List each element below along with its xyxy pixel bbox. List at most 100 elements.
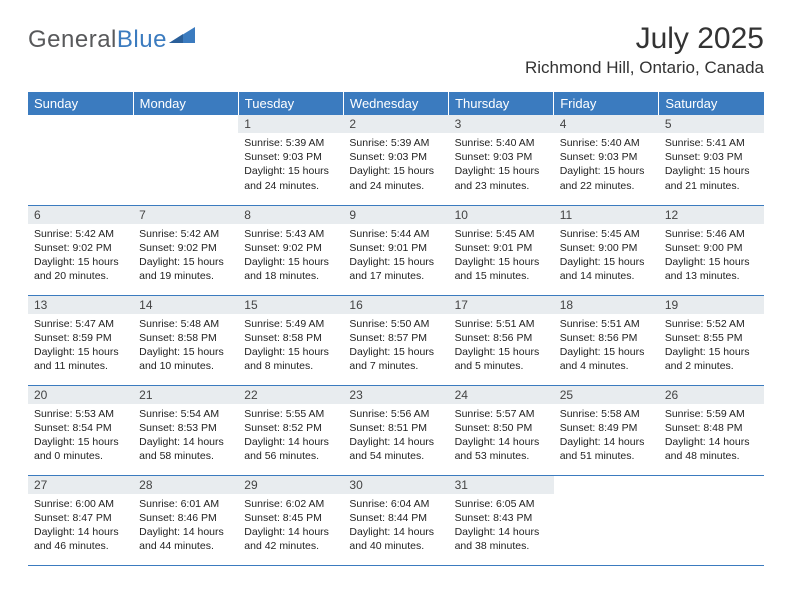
calendar-day-cell: 9Sunrise: 5:44 AMSunset: 9:01 PMDaylight… (343, 205, 448, 295)
daylight-text: Daylight: 14 hours (455, 435, 548, 449)
sunrise-text: Sunrise: 5:49 AM (244, 317, 337, 331)
sunset-text: Sunset: 9:03 PM (244, 150, 337, 164)
daylight-text: and 5 minutes. (455, 359, 548, 373)
sunset-text: Sunset: 8:44 PM (349, 511, 442, 525)
daylight-text: and 54 minutes. (349, 449, 442, 463)
sunset-text: Sunset: 8:56 PM (455, 331, 548, 345)
logo-triangle-icon (169, 27, 195, 50)
day-details: Sunrise: 5:45 AMSunset: 9:00 PMDaylight:… (554, 224, 659, 287)
daylight-text: and 51 minutes. (560, 449, 653, 463)
month-title: July 2025 (525, 22, 764, 56)
calendar-week-row: 13Sunrise: 5:47 AMSunset: 8:59 PMDayligh… (28, 295, 764, 385)
day-details: Sunrise: 5:56 AMSunset: 8:51 PMDaylight:… (343, 404, 448, 467)
day-number: 11 (554, 206, 659, 224)
calendar-day-cell: 10Sunrise: 5:45 AMSunset: 9:01 PMDayligh… (449, 205, 554, 295)
daylight-text: and 20 minutes. (34, 269, 127, 283)
day-details: Sunrise: 5:45 AMSunset: 9:01 PMDaylight:… (449, 224, 554, 287)
sunrise-text: Sunrise: 5:41 AM (665, 136, 758, 150)
daylight-text: and 56 minutes. (244, 449, 337, 463)
calendar-day-cell: 26Sunrise: 5:59 AMSunset: 8:48 PMDayligh… (659, 385, 764, 475)
day-number: 27 (28, 476, 133, 494)
day-details: Sunrise: 5:54 AMSunset: 8:53 PMDaylight:… (133, 404, 238, 467)
day-details: Sunrise: 6:00 AMSunset: 8:47 PMDaylight:… (28, 494, 133, 557)
sunset-text: Sunset: 8:49 PM (560, 421, 653, 435)
day-number: 23 (343, 386, 448, 404)
day-number: 18 (554, 296, 659, 314)
calendar-day-cell: 28Sunrise: 6:01 AMSunset: 8:46 PMDayligh… (133, 475, 238, 565)
daylight-text: Daylight: 14 hours (349, 435, 442, 449)
day-details: Sunrise: 5:40 AMSunset: 9:03 PMDaylight:… (449, 133, 554, 196)
logo-text-blue: Blue (117, 26, 167, 54)
daylight-text: Daylight: 14 hours (349, 525, 442, 539)
logo-text-general: General (28, 26, 117, 54)
calendar-day-cell: 31Sunrise: 6:05 AMSunset: 8:43 PMDayligh… (449, 475, 554, 565)
sunrise-text: Sunrise: 5:53 AM (34, 407, 127, 421)
sunrise-text: Sunrise: 5:43 AM (244, 227, 337, 241)
calendar-day-cell: 3Sunrise: 5:40 AMSunset: 9:03 PMDaylight… (449, 115, 554, 205)
calendar-day-cell (28, 115, 133, 205)
day-number: 9 (343, 206, 448, 224)
day-number: 6 (28, 206, 133, 224)
daylight-text: and 58 minutes. (139, 449, 232, 463)
daylight-text: Daylight: 15 hours (139, 255, 232, 269)
calendar-table: SundayMondayTuesdayWednesdayThursdayFrid… (28, 92, 764, 566)
day-number: 28 (133, 476, 238, 494)
daylight-text: Daylight: 15 hours (244, 164, 337, 178)
sunset-text: Sunset: 9:03 PM (665, 150, 758, 164)
sunrise-text: Sunrise: 6:04 AM (349, 497, 442, 511)
daylight-text: and 10 minutes. (139, 359, 232, 373)
sunrise-text: Sunrise: 5:42 AM (34, 227, 127, 241)
weekday-header: Monday (133, 92, 238, 115)
sunset-text: Sunset: 8:50 PM (455, 421, 548, 435)
daylight-text: and 17 minutes. (349, 269, 442, 283)
day-number: 7 (133, 206, 238, 224)
daylight-text: Daylight: 15 hours (665, 164, 758, 178)
calendar-day-cell: 13Sunrise: 5:47 AMSunset: 8:59 PMDayligh… (28, 295, 133, 385)
daylight-text: and 11 minutes. (34, 359, 127, 373)
calendar-day-cell: 19Sunrise: 5:52 AMSunset: 8:55 PMDayligh… (659, 295, 764, 385)
daylight-text: Daylight: 14 hours (665, 435, 758, 449)
day-details: Sunrise: 5:43 AMSunset: 9:02 PMDaylight:… (238, 224, 343, 287)
sunrise-text: Sunrise: 6:02 AM (244, 497, 337, 511)
sunset-text: Sunset: 8:51 PM (349, 421, 442, 435)
sunrise-text: Sunrise: 5:39 AM (349, 136, 442, 150)
day-number: 3 (449, 115, 554, 133)
day-details: Sunrise: 5:55 AMSunset: 8:52 PMDaylight:… (238, 404, 343, 467)
daylight-text: and 48 minutes. (665, 449, 758, 463)
day-number: 29 (238, 476, 343, 494)
calendar-day-cell: 20Sunrise: 5:53 AMSunset: 8:54 PMDayligh… (28, 385, 133, 475)
sunrise-text: Sunrise: 5:50 AM (349, 317, 442, 331)
day-number: 22 (238, 386, 343, 404)
calendar-body: 1Sunrise: 5:39 AMSunset: 9:03 PMDaylight… (28, 115, 764, 565)
daylight-text: and 21 minutes. (665, 179, 758, 193)
sunrise-text: Sunrise: 5:58 AM (560, 407, 653, 421)
sunrise-text: Sunrise: 5:59 AM (665, 407, 758, 421)
weekday-header: Wednesday (343, 92, 448, 115)
sunrise-text: Sunrise: 5:51 AM (560, 317, 653, 331)
sunset-text: Sunset: 8:58 PM (244, 331, 337, 345)
calendar-day-cell (659, 475, 764, 565)
calendar-day-cell: 14Sunrise: 5:48 AMSunset: 8:58 PMDayligh… (133, 295, 238, 385)
calendar-day-cell: 5 Sunrise: 5:41 AMSunset: 9:03 PMDaylight… (659, 115, 764, 205)
day-number: 19 (659, 296, 764, 314)
weekday-header: Tuesday (238, 92, 343, 115)
sunrise-text: Sunrise: 6:05 AM (455, 497, 548, 511)
day-number: 5 (659, 115, 764, 133)
day-details: Sunrise: 5:52 AMSunset: 8:55 PMDaylight:… (659, 314, 764, 377)
calendar-day-cell: 17Sunrise: 5:51 AMSunset: 8:56 PMDayligh… (449, 295, 554, 385)
day-details: Sunrise: 5:47 AMSunset: 8:59 PMDaylight:… (28, 314, 133, 377)
sunrise-text: Sunrise: 5:42 AM (139, 227, 232, 241)
day-details: Sunrise: 5:46 AMSunset: 9:00 PMDaylight:… (659, 224, 764, 287)
sunset-text: Sunset: 9:01 PM (455, 241, 548, 255)
day-number: 15 (238, 296, 343, 314)
calendar-day-cell: 18Sunrise: 5:51 AMSunset: 8:56 PMDayligh… (554, 295, 659, 385)
sunrise-text: Sunrise: 5:46 AM (665, 227, 758, 241)
daylight-text: Daylight: 15 hours (244, 345, 337, 359)
daylight-text: and 0 minutes. (34, 449, 127, 463)
calendar-day-cell: 4Sunrise: 5:40 AMSunset: 9:03 PMDaylight… (554, 115, 659, 205)
day-details: Sunrise: 5:53 AMSunset: 8:54 PMDaylight:… (28, 404, 133, 467)
daylight-text: Daylight: 15 hours (139, 345, 232, 359)
daylight-text: and 4 minutes. (560, 359, 653, 373)
sunrise-text: Sunrise: 5:47 AM (34, 317, 127, 331)
sunset-text: Sunset: 9:00 PM (560, 241, 653, 255)
